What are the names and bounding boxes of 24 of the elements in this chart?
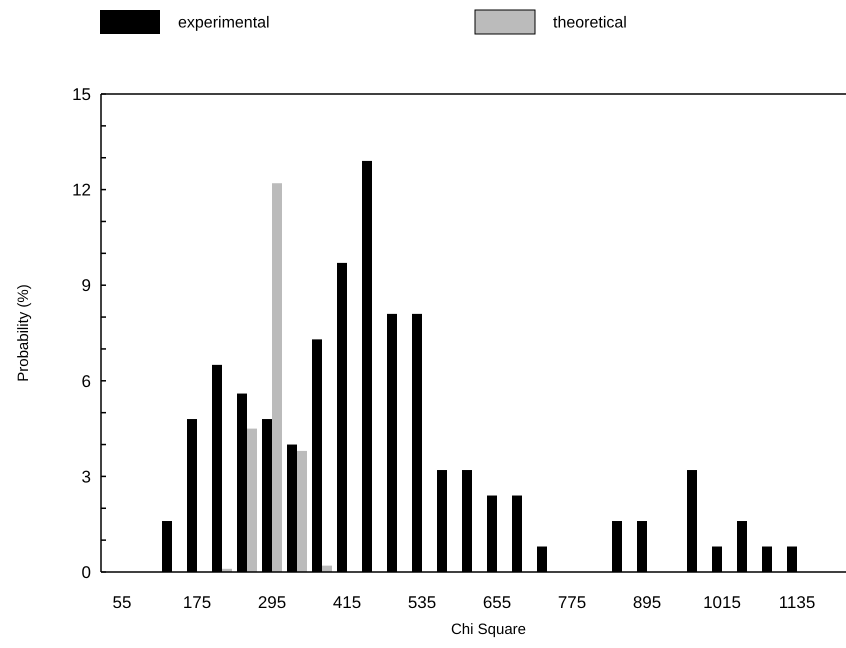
bar (247, 428, 257, 572)
x-tick-label: 535 (408, 593, 436, 612)
y-tick-label: 0 (82, 562, 91, 582)
legend-label: experimental (178, 14, 270, 32)
x-tick-label: 415 (332, 593, 362, 612)
y-axis-title: Probability (%) (15, 284, 32, 382)
x-tick-label: 1135 (778, 593, 816, 612)
x-axis-title: Chi Square (450, 621, 526, 638)
legend-label: theoretical (553, 14, 627, 32)
x-tick-label: 775 (558, 593, 586, 612)
x-tick-label: 175 (182, 593, 212, 612)
y-tick-label: 6 (82, 372, 91, 391)
x-tick-label: 55 (112, 593, 132, 612)
x-tick-label: 895 (632, 593, 662, 612)
bar (297, 450, 307, 572)
y-tick-label: 3 (82, 467, 91, 486)
bar (322, 566, 332, 572)
x-tick-label: 295 (258, 593, 286, 612)
y-tick-label: 15 (72, 84, 91, 104)
x-tick-label: 1015 (703, 593, 741, 612)
y-tick-label: 9 (82, 276, 91, 296)
bar (272, 183, 282, 572)
x-tick-label: 655 (482, 593, 512, 612)
y-tick-label: 12 (72, 180, 91, 200)
